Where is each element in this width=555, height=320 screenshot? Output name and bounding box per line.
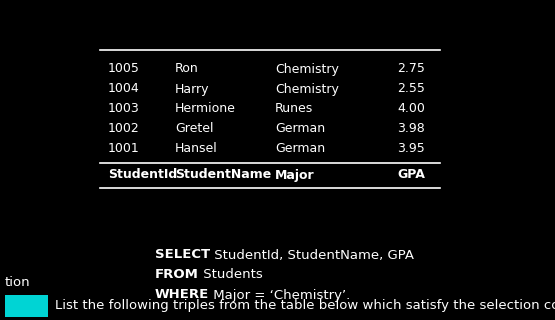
Text: List the following triples from the table below which satisfy the selection cond: List the following triples from the tabl… (55, 300, 555, 313)
Text: 1005: 1005 (108, 62, 140, 76)
Text: StudentName: StudentName (175, 169, 271, 181)
Text: 3.98: 3.98 (397, 123, 425, 135)
Text: Gretel: Gretel (175, 123, 214, 135)
Text: StudentId: StudentId (108, 169, 177, 181)
Text: Runes: Runes (275, 102, 313, 116)
Text: 1002: 1002 (108, 123, 140, 135)
Text: WHERE: WHERE (155, 289, 209, 301)
Text: tion: tion (5, 276, 31, 290)
Text: Hansel: Hansel (175, 142, 218, 156)
Text: Major = ‘Chemistry’.: Major = ‘Chemistry’. (209, 289, 351, 301)
Text: 3.95: 3.95 (397, 142, 425, 156)
Text: 1004: 1004 (108, 83, 140, 95)
Text: Major: Major (275, 169, 315, 181)
Bar (5, 295, 48, 317)
Text: Students: Students (199, 268, 263, 282)
Text: German: German (275, 142, 325, 156)
Text: Harry: Harry (175, 83, 209, 95)
Text: 1003: 1003 (108, 102, 140, 116)
Text: Ron: Ron (175, 62, 199, 76)
Text: 1001: 1001 (108, 142, 140, 156)
Text: FROM: FROM (155, 268, 199, 282)
Text: GPA: GPA (397, 169, 425, 181)
Text: 4.00: 4.00 (397, 102, 425, 116)
Text: Chemistry: Chemistry (275, 83, 339, 95)
Text: Chemistry: Chemistry (275, 62, 339, 76)
Text: Hermione: Hermione (175, 102, 236, 116)
Text: StudentId, StudentName, GPA: StudentId, StudentName, GPA (210, 249, 414, 261)
Text: German: German (275, 123, 325, 135)
Text: 2.55: 2.55 (397, 83, 425, 95)
Text: 2.75: 2.75 (397, 62, 425, 76)
Text: SELECT: SELECT (155, 249, 210, 261)
